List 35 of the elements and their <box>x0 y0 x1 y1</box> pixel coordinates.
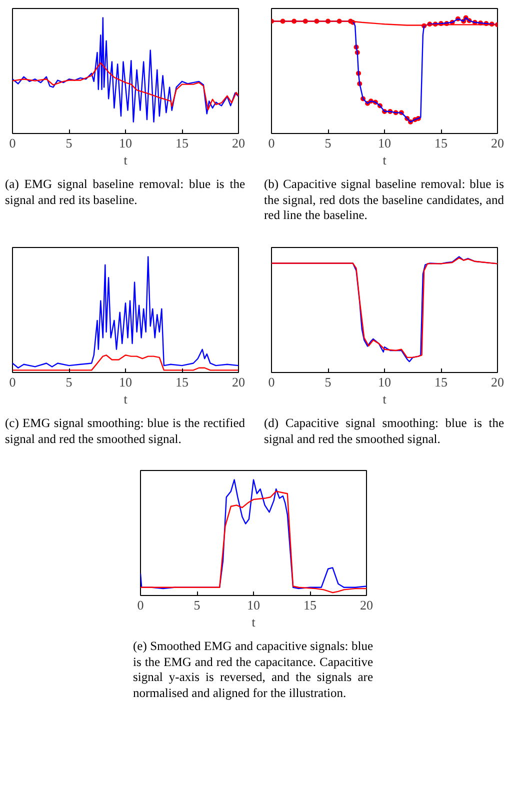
x-tick-label: 5 <box>66 136 72 150</box>
x-tick-label: 10 <box>119 136 132 150</box>
x-axis-title: t <box>124 391 128 406</box>
x-tick-label: 20 <box>232 136 245 150</box>
x-tick-label: 20 <box>232 374 245 390</box>
x-tick-label: 0 <box>268 374 275 390</box>
x-tick-label: 0 <box>137 598 144 613</box>
text: (c) EMG signal smoothing: blue is the rectified signal and red the smoothed signal. <box>5 416 245 448</box>
x-tick-label: 5 <box>194 598 200 613</box>
x-axis-title: t <box>252 614 256 630</box>
x-tick-label: 20 <box>491 136 504 150</box>
x-tick-label: 5 <box>324 374 332 390</box>
text: (a) EMG signal baseline removal: blue is the signal and red its baseline. <box>5 177 245 208</box>
x-axis-title: t <box>124 152 128 168</box>
x-axis-title: t <box>382 391 387 406</box>
x-tick-label: 10 <box>378 136 391 150</box>
text: (e) Smoothed EMG and capacitive signals: blue is the EMG and red the capacitance. Capacitive signal y-axis is reversed, and the signals are normalised and aligned for the illustration. <box>133 639 373 702</box>
x-tick-label: 15 <box>176 374 188 390</box>
x-tick-label: 15 <box>434 374 448 390</box>
x-tick-label: 15 <box>176 136 188 150</box>
x-axis-title: t <box>382 152 387 168</box>
x-tick-label: 0 <box>9 136 16 150</box>
text: (b) Capacitive signal baseline removal: blue is the signal, red dots the baseline candidates, and red line the baseline. <box>264 177 504 224</box>
x-tick-label: 15 <box>304 598 316 613</box>
x-tick-label: 5 <box>324 136 332 150</box>
x-tick-label: 5 <box>66 374 72 390</box>
x-tick-label: 10 <box>378 374 391 390</box>
x-tick-label: 0 <box>268 136 275 150</box>
x-tick-label: 10 <box>119 374 132 390</box>
x-tick-label: 15 <box>434 136 448 150</box>
x-tick-label: 20 <box>491 374 504 390</box>
x-tick-label: 10 <box>247 598 260 613</box>
text: (d) Capacitive signal smoothing: blue is the signal and red the smoothed signal. <box>264 416 504 448</box>
x-tick-label: 0 <box>9 374 16 390</box>
x-tick-label: 20 <box>360 598 373 613</box>
